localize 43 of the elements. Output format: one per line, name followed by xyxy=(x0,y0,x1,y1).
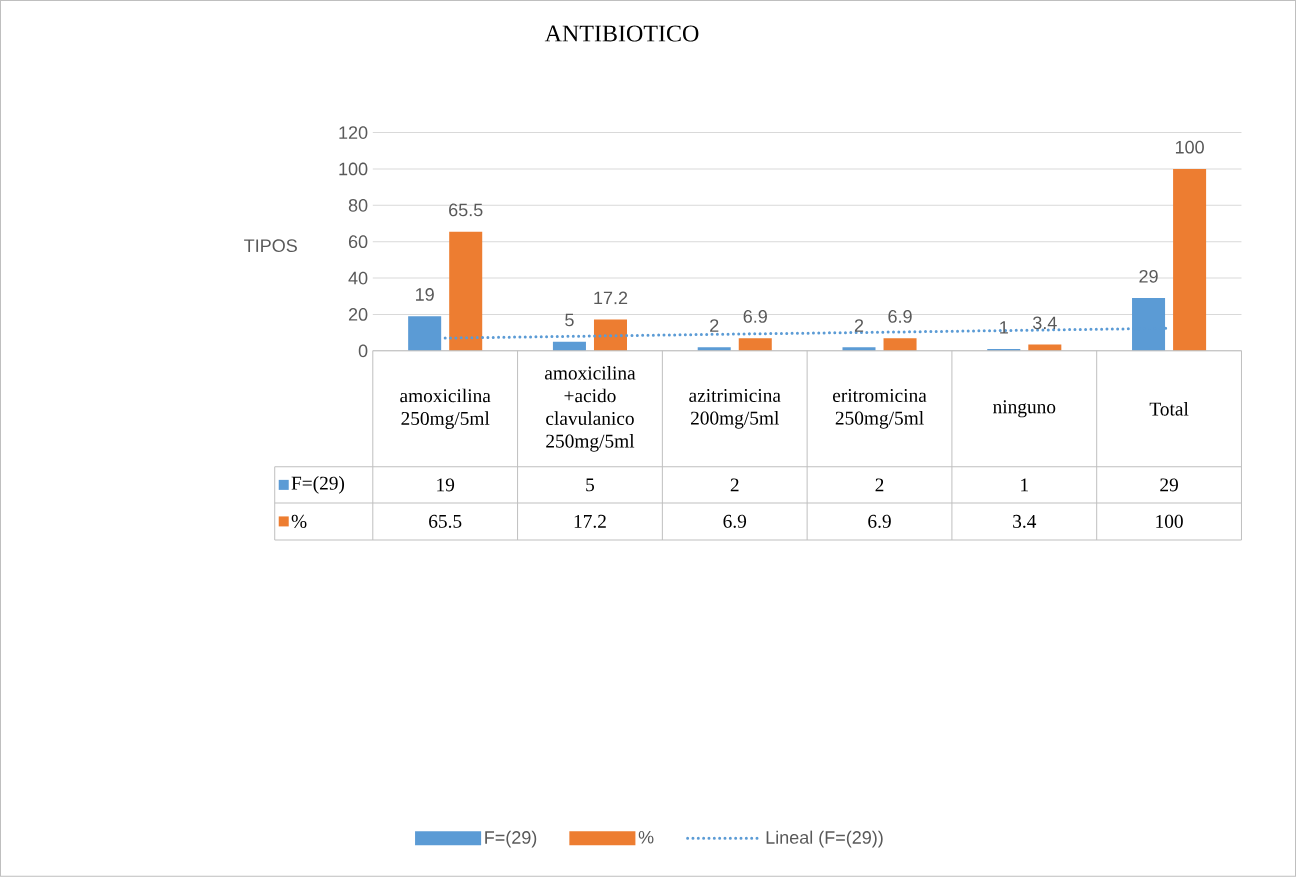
x-tick-label: azitrimicina 200mg/5ml xyxy=(689,389,781,429)
y-axis-title: TIPOS xyxy=(244,239,297,253)
text: % xyxy=(638,831,654,844)
x-tick-label: eritromicina 250mg/5ml xyxy=(833,389,927,429)
legend-label: % xyxy=(291,514,307,529)
x-tick-label: amoxicilina 250mg/5ml xyxy=(400,388,491,430)
x-tick-label: Total xyxy=(1149,402,1189,416)
text: 3.4 xyxy=(1032,316,1057,330)
legend-label: Lineal (F=(29)) xyxy=(766,830,883,848)
x-tick-label: ninguno xyxy=(993,400,1056,418)
data-label: 29 xyxy=(1160,478,1178,492)
text: 6.9 xyxy=(888,310,912,323)
data-label: 5 xyxy=(586,478,595,492)
text: 17.2 xyxy=(594,291,628,305)
y-tick-label: 120 xyxy=(339,126,368,140)
x-tick-label: amoxicilina +acido clavulanico 250mg/5ml xyxy=(544,366,636,452)
text: 19 xyxy=(416,288,434,301)
chart-title: ANTIBIOTICO xyxy=(544,25,699,42)
data-label: 2 xyxy=(730,478,739,492)
data-label: 2 xyxy=(875,478,884,492)
data-label: 3.4 xyxy=(1013,515,1037,529)
text: 5 xyxy=(565,313,574,327)
y-tick-label: 100 xyxy=(339,162,368,176)
data-label: 19 xyxy=(437,478,455,492)
text: 65.5 xyxy=(449,203,483,217)
data-label: 17.2 xyxy=(574,515,606,529)
y-tick-label: 40 xyxy=(348,271,368,285)
data-label: 6.9 xyxy=(723,515,747,529)
data-label: 6.9 xyxy=(868,515,891,529)
text: F=(29) xyxy=(485,830,537,848)
text: 2 xyxy=(710,319,719,332)
text: 2 xyxy=(854,319,864,332)
data-label: 1 xyxy=(1021,478,1028,492)
text: 100 xyxy=(1175,140,1204,154)
y-tick-label: 0 xyxy=(358,344,368,358)
text: 29 xyxy=(1139,270,1158,283)
data-label: 100 xyxy=(1156,515,1183,529)
y-tick-label: 20 xyxy=(348,308,368,321)
y-tick-label: 80 xyxy=(348,199,368,212)
y-tick-label: 60 xyxy=(348,235,368,249)
data-label: 65.5 xyxy=(429,515,462,529)
text: 6.9 xyxy=(743,310,767,323)
legend-label: F=(29) xyxy=(291,476,345,494)
